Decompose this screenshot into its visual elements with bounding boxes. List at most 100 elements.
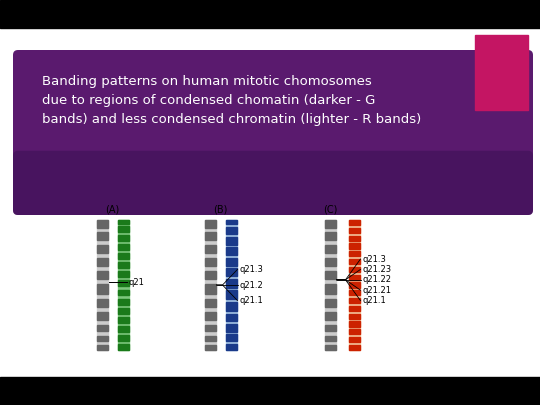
Bar	[325, 345, 335, 350]
Bar	[348, 275, 360, 280]
Bar	[97, 220, 107, 228]
Bar	[0, 377, 540, 405]
Bar	[97, 299, 107, 307]
Text: q21.3: q21.3	[240, 265, 264, 274]
Bar	[226, 258, 237, 266]
Bar	[348, 313, 360, 319]
Bar	[325, 258, 335, 266]
Bar	[97, 325, 107, 330]
Bar	[325, 220, 335, 228]
Bar	[325, 220, 335, 350]
Bar	[205, 345, 215, 350]
Bar	[205, 232, 215, 239]
Text: q21.1: q21.1	[362, 296, 386, 305]
Bar	[325, 245, 335, 252]
Bar	[348, 220, 360, 350]
Bar	[118, 244, 129, 250]
Bar	[205, 258, 215, 266]
Bar	[118, 308, 129, 313]
Bar	[348, 236, 360, 241]
Bar	[226, 324, 237, 332]
Bar	[348, 337, 360, 342]
Bar	[348, 290, 360, 295]
Bar	[348, 298, 360, 303]
Bar	[325, 232, 335, 239]
Bar	[226, 268, 237, 276]
Text: q21.1: q21.1	[240, 296, 264, 305]
FancyBboxPatch shape	[13, 151, 533, 215]
Bar	[325, 299, 335, 307]
Bar	[118, 220, 129, 224]
Bar	[118, 344, 129, 350]
Bar	[97, 336, 107, 341]
Bar	[226, 247, 237, 255]
Bar	[325, 312, 335, 320]
Bar	[97, 345, 107, 350]
Text: (A): (A)	[105, 204, 120, 214]
Bar	[205, 312, 215, 320]
Bar	[348, 251, 360, 256]
Bar	[205, 284, 215, 294]
Bar	[97, 220, 107, 350]
Bar	[97, 232, 107, 239]
Bar	[348, 306, 360, 311]
Bar	[118, 262, 129, 268]
Bar	[97, 271, 107, 279]
Bar	[97, 245, 107, 252]
Bar	[226, 290, 237, 299]
Bar	[205, 325, 215, 330]
Bar	[348, 267, 360, 272]
Bar	[226, 220, 237, 350]
Bar	[325, 336, 335, 341]
Bar	[348, 228, 360, 233]
Bar	[118, 253, 129, 259]
Bar	[226, 313, 237, 322]
Bar	[348, 322, 360, 326]
Bar	[205, 245, 215, 252]
Bar	[205, 299, 215, 307]
Text: q21.23: q21.23	[362, 265, 392, 274]
Bar	[226, 343, 237, 350]
Bar	[118, 280, 129, 286]
Bar	[348, 220, 360, 225]
Bar	[118, 298, 129, 305]
Bar	[226, 226, 237, 234]
Text: q21.2: q21.2	[240, 281, 264, 290]
Bar	[325, 271, 335, 279]
Bar	[97, 258, 107, 266]
Bar	[97, 312, 107, 320]
Bar	[348, 282, 360, 288]
Bar	[348, 259, 360, 264]
Bar	[97, 284, 107, 294]
Bar	[348, 329, 360, 335]
Bar	[226, 237, 237, 245]
Bar	[325, 284, 335, 294]
Bar	[118, 335, 129, 341]
Bar	[226, 302, 237, 311]
Bar	[205, 220, 215, 228]
Text: q21.21: q21.21	[362, 286, 392, 295]
Bar	[118, 290, 129, 295]
Bar	[226, 335, 237, 341]
Bar	[205, 336, 215, 341]
Bar	[348, 243, 360, 249]
Bar	[226, 279, 237, 288]
Bar	[348, 345, 360, 350]
Text: q21: q21	[129, 278, 144, 287]
Bar	[325, 325, 335, 330]
Bar	[226, 220, 237, 224]
Bar	[475, 35, 528, 110]
FancyBboxPatch shape	[13, 50, 533, 215]
Bar	[118, 235, 129, 241]
Bar	[0, 0, 540, 28]
Bar	[118, 220, 129, 350]
Bar	[118, 317, 129, 323]
Bar	[118, 226, 129, 232]
Text: q21.3: q21.3	[362, 254, 387, 264]
Text: q21.22: q21.22	[362, 275, 392, 284]
Bar	[205, 220, 215, 350]
Bar	[205, 271, 215, 279]
Text: (B): (B)	[213, 204, 228, 214]
Text: Banding patterns on human mitotic chomosomes
due to regions of condensed chomati: Banding patterns on human mitotic chomos…	[42, 75, 421, 126]
Bar	[118, 326, 129, 332]
